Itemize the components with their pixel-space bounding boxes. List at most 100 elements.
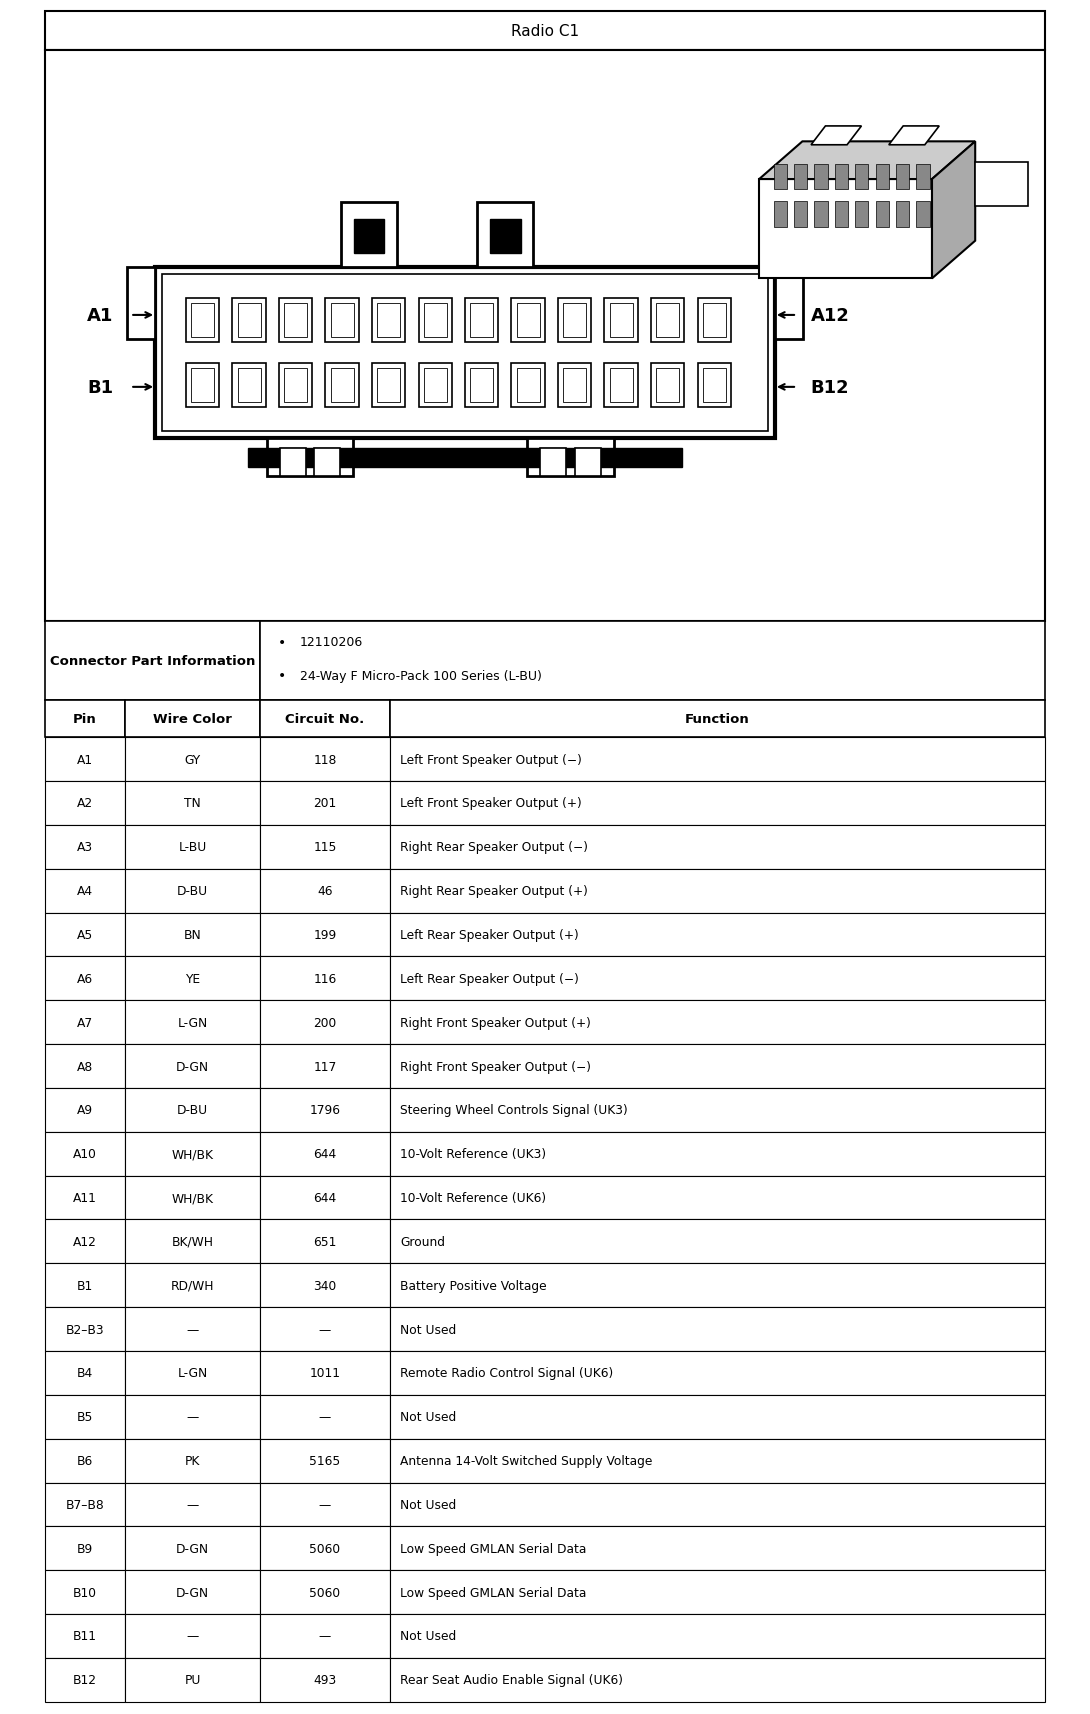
Bar xyxy=(128,267,155,339)
Bar xyxy=(125,1176,261,1220)
Bar xyxy=(261,1657,390,1702)
Bar xyxy=(125,1483,261,1527)
Text: B10: B10 xyxy=(73,1585,97,1599)
Bar xyxy=(186,298,219,343)
Bar xyxy=(390,1483,1045,1527)
Bar xyxy=(249,449,682,468)
Bar xyxy=(261,1570,390,1615)
Text: BN: BN xyxy=(183,929,202,941)
Bar xyxy=(526,439,614,476)
Bar xyxy=(261,1176,390,1220)
Bar xyxy=(609,369,633,403)
Bar xyxy=(45,1483,125,1527)
Text: 115: 115 xyxy=(313,842,337,854)
Text: Ground: Ground xyxy=(400,1236,445,1248)
Bar xyxy=(261,1351,390,1395)
Bar xyxy=(558,363,592,408)
Bar xyxy=(703,369,726,403)
Bar xyxy=(814,202,827,228)
Text: Radio C1: Radio C1 xyxy=(511,24,579,39)
Bar xyxy=(896,165,909,190)
Bar xyxy=(875,165,888,190)
Bar xyxy=(314,449,340,476)
Bar xyxy=(280,449,305,476)
Text: 24-Way F Micro-Pack 100 Series (L-BU): 24-Way F Micro-Pack 100 Series (L-BU) xyxy=(300,668,542,682)
Text: A12: A12 xyxy=(73,1236,97,1248)
Bar xyxy=(835,165,848,190)
Bar xyxy=(511,363,545,408)
Text: Function: Function xyxy=(686,713,750,727)
Bar xyxy=(45,622,261,701)
Text: Right Rear Speaker Output (+): Right Rear Speaker Output (+) xyxy=(400,884,588,898)
Bar xyxy=(390,956,1045,1001)
Text: •: • xyxy=(278,668,287,682)
Text: —: — xyxy=(186,1630,198,1642)
Bar xyxy=(390,1001,1045,1044)
Bar xyxy=(465,298,498,343)
Bar xyxy=(261,737,390,782)
Bar xyxy=(774,202,787,228)
Text: L-BU: L-BU xyxy=(179,842,207,854)
Bar xyxy=(390,701,1045,737)
Bar xyxy=(45,1133,125,1176)
Text: A5: A5 xyxy=(77,929,93,941)
Text: A1: A1 xyxy=(77,752,93,766)
Bar xyxy=(125,1263,261,1308)
Bar xyxy=(279,363,313,408)
Bar xyxy=(125,1133,261,1176)
Bar xyxy=(45,1001,125,1044)
Bar xyxy=(125,1044,261,1088)
Bar xyxy=(326,298,359,343)
Bar xyxy=(45,826,125,869)
Text: Right Front Speaker Output (+): Right Front Speaker Output (+) xyxy=(400,1016,591,1028)
Bar xyxy=(390,1044,1045,1088)
Bar xyxy=(794,165,808,190)
Polygon shape xyxy=(976,163,1028,207)
Bar xyxy=(45,1044,125,1088)
Bar xyxy=(45,1657,125,1702)
Bar xyxy=(390,1395,1045,1438)
Text: GY: GY xyxy=(184,752,201,766)
Text: A4: A4 xyxy=(77,884,93,898)
Bar xyxy=(261,1088,390,1133)
Text: Right Front Speaker Output (−): Right Front Speaker Output (−) xyxy=(400,1059,591,1073)
Bar xyxy=(609,303,633,338)
Bar xyxy=(261,914,390,956)
Text: 644: 644 xyxy=(314,1148,337,1160)
Bar xyxy=(267,439,353,476)
Text: Right Rear Speaker Output (−): Right Rear Speaker Output (−) xyxy=(400,842,588,854)
Bar xyxy=(125,1308,261,1351)
Bar xyxy=(424,303,447,338)
Bar xyxy=(856,202,869,228)
Text: A8: A8 xyxy=(77,1059,93,1073)
Bar xyxy=(896,202,909,228)
Text: Not Used: Not Used xyxy=(400,1630,457,1642)
Bar xyxy=(558,298,592,343)
Bar xyxy=(390,1657,1045,1702)
Text: Steering Wheel Controls Signal (UK3): Steering Wheel Controls Signal (UK3) xyxy=(400,1104,628,1118)
Text: Left Rear Speaker Output (+): Left Rear Speaker Output (+) xyxy=(400,929,579,941)
Text: —: — xyxy=(319,1498,331,1512)
Text: Pin: Pin xyxy=(73,713,97,727)
Bar xyxy=(45,869,125,914)
Bar xyxy=(390,1176,1045,1220)
Bar xyxy=(390,1088,1045,1133)
Text: RD/WH: RD/WH xyxy=(171,1279,215,1292)
Bar xyxy=(125,1001,261,1044)
Text: YE: YE xyxy=(185,972,201,986)
Bar xyxy=(917,202,930,228)
Bar xyxy=(186,363,219,408)
Text: —: — xyxy=(319,1630,331,1642)
Text: Not Used: Not Used xyxy=(400,1411,457,1423)
Text: Low Speed GMLAN Serial Data: Low Speed GMLAN Serial Data xyxy=(400,1585,586,1599)
Bar xyxy=(377,369,400,403)
Text: 118: 118 xyxy=(313,752,337,766)
Bar xyxy=(390,782,1045,826)
Bar xyxy=(261,1044,390,1088)
Text: A2: A2 xyxy=(77,797,93,811)
Bar xyxy=(470,369,494,403)
Bar xyxy=(814,165,827,190)
Bar xyxy=(856,165,869,190)
Bar xyxy=(875,202,888,228)
Bar xyxy=(191,369,215,403)
